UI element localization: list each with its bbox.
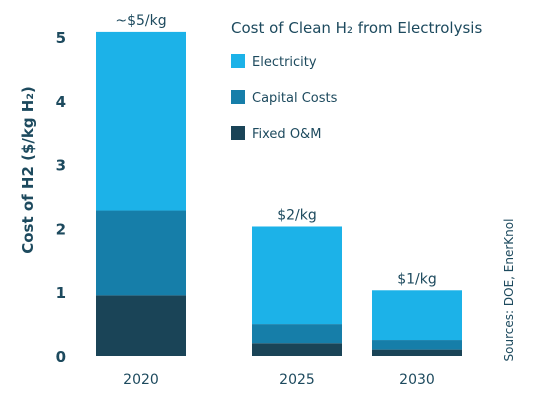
y-tick-label-2: 2 <box>56 220 66 238</box>
chart-title: Cost of Clean H₂ from Electrolysis <box>231 19 482 37</box>
legend-swatch-capital-costs <box>231 90 245 104</box>
legend-swatch-fixed-o-m <box>231 126 245 140</box>
category-label-2025: 2025 <box>279 372 315 388</box>
source-note: Sources: DOE, EnerKnol <box>502 219 516 362</box>
stacked-bars <box>96 31 462 356</box>
y-axis-label: Cost of H2 ($/kg H₂) <box>19 86 37 254</box>
bar-2025-fixed-o-m <box>252 343 342 356</box>
y-tick-label-5: 5 <box>56 29 66 47</box>
y-tick-label-4: 4 <box>56 93 66 111</box>
bar-total-label-2025: $2/kg <box>277 207 317 223</box>
x-axis-category-labels: 2020 2025 2030 <box>123 372 435 388</box>
legend-swatch-electricity <box>231 54 245 68</box>
bar-2020-capital-costs <box>96 210 186 296</box>
y-tick-label-3: 3 <box>56 157 66 175</box>
legend-label-capital-costs: Capital Costs <box>252 91 338 106</box>
bar-2025-electricity <box>252 226 342 325</box>
y-tick-label-1: 1 <box>56 284 66 302</box>
y-axis-ticks: 0 1 2 3 4 5 <box>56 29 66 366</box>
bar-2020-electricity <box>96 31 186 211</box>
category-label-2030: 2030 <box>399 372 435 388</box>
legend: Electricity Capital Costs Fixed O&M <box>231 54 338 142</box>
bar-2025-capital-costs <box>252 324 342 344</box>
bar-value-labels: ~$5/kg $2/kg $1/kg <box>115 13 436 287</box>
bar-2030-fixed-o-m <box>372 349 462 356</box>
bar-2030-capital-costs <box>372 340 462 350</box>
legend-label-fixed-o-m: Fixed O&M <box>252 127 321 142</box>
bar-total-label-2030: $1/kg <box>397 271 437 287</box>
legend-label-electricity: Electricity <box>252 55 317 70</box>
category-label-2020: 2020 <box>123 372 159 388</box>
bar-2020-fixed-o-m <box>96 295 186 356</box>
y-tick-label-0: 0 <box>56 348 66 366</box>
bar-total-label-2020: ~$5/kg <box>115 13 166 29</box>
bar-2030-electricity <box>372 290 462 341</box>
